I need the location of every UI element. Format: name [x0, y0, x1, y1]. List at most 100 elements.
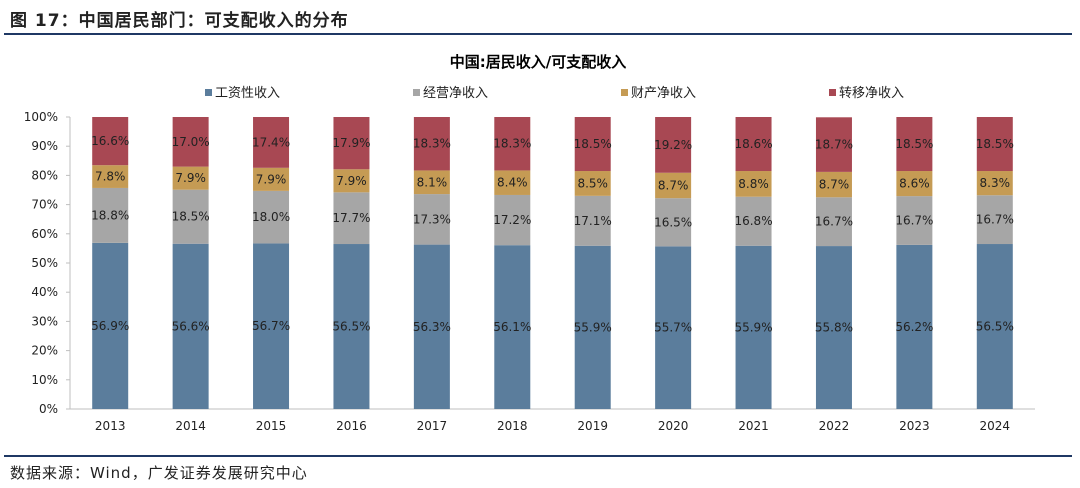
data-label: 56.7%	[252, 319, 290, 333]
data-label: 17.2%	[493, 213, 531, 227]
legend-swatch	[205, 89, 212, 96]
data-label: 8.3%	[980, 176, 1011, 190]
y-tick-label: 50%	[31, 256, 58, 270]
data-label: 18.7%	[815, 138, 853, 152]
x-tick-label: 2015	[256, 419, 287, 433]
x-axis: 2013 2014 2015 2016 2017 2018 2019 2020 2021 2022…	[70, 408, 1035, 433]
x-tick-label: 2013	[95, 419, 126, 433]
bar-segment	[172, 166, 209, 190]
data-label: 18.6%	[734, 137, 772, 151]
figure-title: 图 17：中国居民部门：可支配收入的分布	[10, 11, 349, 31]
x-tick-label: 2017	[417, 419, 448, 433]
data-label: 56.1%	[493, 320, 531, 334]
y-tick-label: 0%	[39, 402, 58, 416]
data-label: 56.5%	[976, 320, 1014, 334]
stacked-bar-chart: 中国:居民收入/可支配收入 工资性收入 经营净收入 财产净收入 转移净收入 0% 10%…	[24, 53, 1035, 433]
bar-segment	[976, 195, 1013, 245]
bars	[92, 117, 1013, 409]
data-label: 8.5%	[577, 176, 608, 190]
bar-segment	[896, 196, 933, 245]
data-label: 7.9%	[256, 172, 287, 186]
legend-swatch	[621, 89, 628, 96]
x-tick-label: 2023	[899, 419, 930, 433]
bar-segment	[976, 244, 1013, 409]
data-label: 16.7%	[815, 215, 853, 229]
data-label: 18.5%	[895, 137, 933, 151]
bar-segment	[815, 171, 852, 198]
y-tick-label: 70%	[31, 198, 58, 212]
data-label: 18.5%	[172, 210, 210, 224]
bar-segment	[494, 245, 531, 409]
bar-segment	[413, 117, 450, 171]
data-label: 18.3%	[493, 137, 531, 151]
data-label: 16.5%	[654, 215, 692, 229]
bar-segment	[92, 187, 129, 243]
bar-segment	[253, 190, 290, 244]
bar-segment	[976, 171, 1013, 196]
bar-segment	[574, 171, 611, 196]
bar-segment	[172, 117, 209, 167]
data-label: 8.7%	[819, 178, 850, 192]
data-label: 19.2%	[654, 138, 692, 152]
data-label: 16.7%	[976, 213, 1014, 227]
bar-segment	[815, 197, 852, 247]
data-label: 18.3%	[413, 137, 451, 151]
data-label: 16.7%	[895, 214, 933, 228]
data-label: 7.8%	[95, 170, 126, 184]
data-label: 7.9%	[175, 171, 206, 185]
bar-segment	[92, 165, 129, 188]
data-label: 8.4%	[497, 176, 528, 190]
bar-segment	[494, 194, 531, 246]
legend-label: 财产净收入	[631, 86, 696, 101]
legend-swatch	[829, 89, 836, 96]
data-label: 18.8%	[91, 208, 129, 222]
bar-segment	[413, 170, 450, 195]
data-label: 55.7%	[654, 321, 692, 335]
figure-source: 数据来源：Wind，广发证券发展研究中心	[10, 464, 308, 482]
bar-segment	[413, 194, 450, 245]
legend: 工资性收入 经营净收入 财产净收入 转移净收入	[205, 86, 904, 101]
x-tick-label: 2014	[175, 419, 206, 433]
bar-segment	[896, 117, 933, 172]
data-label: 17.4%	[252, 135, 290, 149]
y-tick-label: 80%	[31, 168, 58, 182]
y-tick-label: 40%	[31, 285, 58, 299]
legend-label: 转移净收入	[839, 86, 904, 101]
data-label: 8.7%	[658, 178, 689, 192]
data-label: 18.0%	[252, 210, 290, 224]
x-tick-label: 2021	[738, 419, 769, 433]
data-label: 17.9%	[332, 136, 370, 150]
bar-segment	[655, 172, 692, 199]
y-tick-label: 100%	[24, 110, 58, 124]
bar-segment	[655, 117, 692, 173]
y-tick-label: 20%	[31, 344, 58, 358]
bar-segment	[253, 243, 290, 409]
data-label: 8.6%	[899, 177, 930, 191]
bar-segment	[735, 117, 772, 172]
data-label: 17.0%	[172, 135, 210, 149]
bar-segment	[815, 117, 852, 172]
data-label: 56.9%	[91, 319, 129, 333]
x-tick-label: 2022	[819, 419, 850, 433]
legend-label: 经营净收入	[423, 86, 488, 101]
x-tick-label: 2024	[980, 419, 1011, 433]
data-label: 17.1%	[574, 214, 612, 228]
header-rule	[4, 33, 1072, 35]
y-tick-label: 30%	[31, 314, 58, 328]
bar-segment	[92, 242, 129, 409]
bar-segment	[253, 167, 290, 191]
y-tick-label: 60%	[31, 227, 58, 241]
bar-segment	[172, 189, 209, 244]
bar-segment	[333, 192, 370, 245]
x-tick-label: 2020	[658, 419, 689, 433]
legend-swatch	[413, 89, 420, 96]
bar-segment	[655, 198, 692, 247]
y-axis: 0% 10% 20% 30% 40% 50% 60% 70% 80% 90% 100%	[24, 110, 71, 416]
x-tick-label: 2016	[336, 419, 367, 433]
y-tick-label: 90%	[31, 139, 58, 153]
data-labels: 56.9% 18.8% 7.8% 16.6% 56.6% 18.5% 7.9% 17.0% 56…	[91, 134, 1014, 335]
bar-segment	[92, 117, 129, 166]
bar-segment	[815, 246, 852, 409]
data-label: 56.2%	[895, 320, 933, 334]
data-label: 7.9%	[336, 174, 367, 188]
